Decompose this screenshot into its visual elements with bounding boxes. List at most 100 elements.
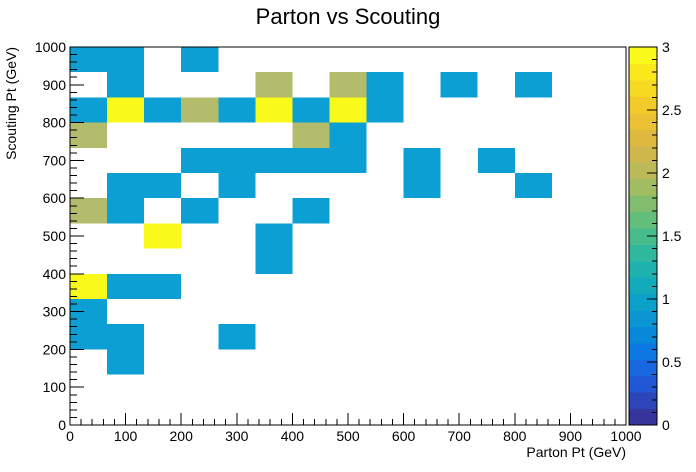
heatmap-bin — [477, 147, 515, 173]
heatmap-bin — [255, 147, 293, 173]
heatmap-bin — [292, 122, 330, 148]
color-scale-step — [629, 408, 657, 426]
heatmap-bin — [366, 72, 404, 98]
heatmap-bin — [366, 97, 404, 123]
y-tick-label: 400 — [43, 266, 67, 282]
color-scale-step — [629, 79, 657, 97]
y-tick-label: 600 — [43, 190, 67, 206]
heatmap-bin — [107, 173, 145, 199]
y-axis-title: Scouting Pt (GeV) — [3, 47, 19, 160]
color-scale-step — [629, 293, 657, 311]
color-scale-label: 2 — [662, 165, 670, 181]
x-axis-title: Parton Pt (GeV) — [526, 444, 626, 460]
heatmap-bin — [255, 72, 293, 98]
color-scale-step — [629, 63, 657, 81]
heatmap-bin — [181, 46, 219, 73]
heatmap-bin — [218, 173, 256, 199]
color-scale-step — [629, 194, 657, 212]
color-scale-step — [629, 342, 657, 360]
heatmap-bin — [181, 147, 219, 173]
color-scale-step — [629, 309, 657, 327]
heatmap-bin — [107, 273, 145, 299]
heatmap-bin — [329, 122, 367, 148]
x-tick-label: 1000 — [610, 428, 641, 444]
heatmap-bins — [69, 46, 552, 375]
color-scale-label: 0.5 — [662, 354, 682, 370]
color-scale-step — [629, 359, 657, 377]
heatmap-bin — [218, 147, 256, 173]
color-scale-step — [629, 96, 657, 114]
y-tick-label: 800 — [43, 115, 67, 131]
x-tick-label: 800 — [503, 428, 527, 444]
x-tick-label: 500 — [336, 428, 360, 444]
x-tick-label: 200 — [170, 428, 194, 444]
y-tick-label: 900 — [43, 77, 67, 93]
heatmap-bin — [255, 248, 293, 274]
heatmap-bin — [255, 97, 293, 123]
color-scale-step — [629, 129, 657, 147]
x-tick-label: 900 — [559, 428, 583, 444]
heatmap-bin — [440, 72, 478, 98]
x-axis: 0 100 200 300 400 500 600 700 800 900 1000 — [66, 413, 642, 444]
color-scale-step — [629, 326, 657, 344]
x-tick-label: 600 — [392, 428, 416, 444]
heatmap-bin — [218, 324, 256, 350]
color-scale-step — [629, 145, 657, 163]
y-tick-label: 100 — [43, 379, 67, 395]
y-tick-label: 200 — [43, 341, 67, 357]
color-scale-step — [629, 375, 657, 393]
color-scale-step — [629, 244, 657, 262]
color-scale-bar: 0 0.5 1 1.5 2 2.5 3 — [628, 39, 682, 433]
x-tick-label: 300 — [225, 428, 249, 444]
heatmap-bin — [514, 173, 552, 199]
x-tick-label: 700 — [448, 428, 472, 444]
heatmap-bin — [181, 97, 219, 123]
heatmap-bin — [329, 97, 367, 123]
heatmap-bin — [107, 72, 145, 98]
y-tick-label: 0 — [58, 417, 66, 433]
color-scale-label: 0 — [662, 417, 670, 433]
color-scale-step — [629, 162, 657, 180]
heatmap-bin — [181, 198, 219, 224]
heatmap-bin — [107, 97, 145, 123]
x-tick-label: 400 — [281, 428, 305, 444]
color-scale-step — [629, 227, 657, 245]
y-tick-label: 300 — [43, 304, 67, 320]
color-scale-step — [629, 47, 657, 65]
heatmap-bin — [255, 223, 293, 249]
heatmap-bin — [144, 223, 182, 249]
heatmap-bin — [144, 173, 182, 199]
heatmap-bin — [144, 273, 182, 299]
heatmap-bin — [514, 72, 552, 98]
heatmap-bin — [144, 97, 182, 123]
y-tick-label: 700 — [43, 152, 67, 168]
heatmap-bin — [69, 122, 108, 148]
color-scale-step — [629, 392, 657, 410]
heatmap-bin — [292, 147, 330, 173]
x-tick-label: 0 — [66, 428, 74, 444]
color-scale-step — [629, 178, 657, 196]
heatmap-bin — [403, 173, 441, 199]
heatmap-bin — [107, 349, 145, 375]
y-tick-label: 1000 — [35, 39, 66, 55]
color-scale-step — [629, 277, 657, 295]
heatmap-bin — [218, 97, 256, 123]
heatmap-bin — [107, 46, 145, 73]
y-axis: 0 100 200 300 400 500 600 700 800 900 1000 — [35, 39, 84, 433]
color-scale-step — [629, 260, 657, 278]
heatmap-bin — [107, 324, 145, 350]
heatmap-bin — [69, 273, 108, 299]
color-scale-label: 1 — [662, 291, 670, 307]
chart-title: Parton vs Scouting — [256, 4, 441, 29]
heatmap-bin — [329, 147, 367, 173]
color-scale-label: 3 — [662, 39, 670, 55]
color-scale-step — [629, 112, 657, 130]
y-tick-label: 500 — [43, 228, 67, 244]
heatmap-bin — [292, 97, 330, 123]
color-scale-label: 2.5 — [662, 102, 682, 118]
heatmap-bin — [69, 97, 108, 123]
color-scale-label: 1.5 — [662, 228, 682, 244]
heatmap-bin — [292, 198, 330, 224]
